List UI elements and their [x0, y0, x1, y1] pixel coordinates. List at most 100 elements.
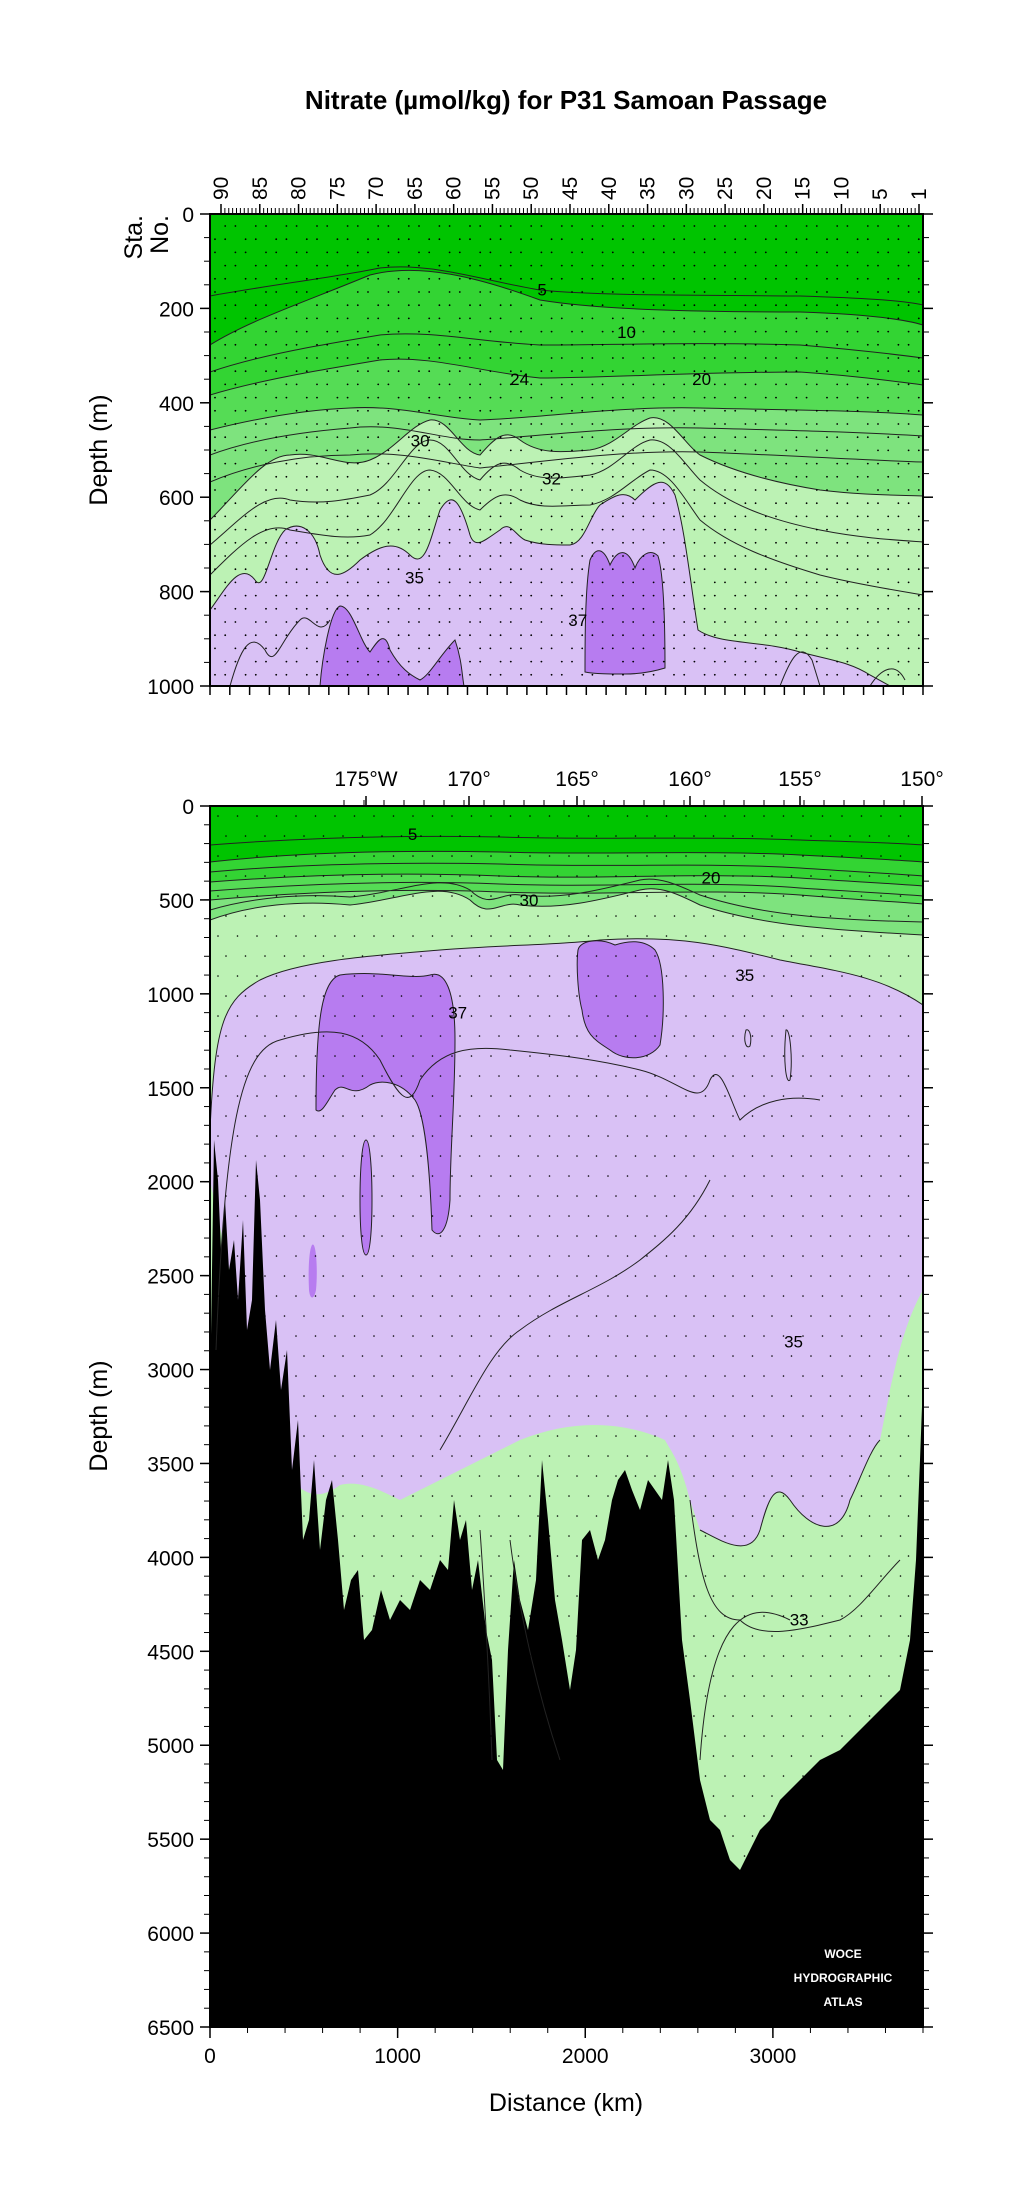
sample-point — [431, 1135, 434, 1137]
sample-point — [654, 1555, 656, 1557]
sample-point — [836, 462, 839, 465]
sample-point — [568, 1095, 570, 1097]
sample-point — [744, 594, 747, 597]
sample-point — [877, 581, 879, 584]
sample-point — [829, 915, 832, 917]
sample-point — [509, 409, 512, 412]
sample-point — [342, 1395, 344, 1397]
sample-point — [334, 815, 336, 817]
sample-point — [703, 291, 706, 293]
sample-point — [367, 370, 369, 373]
upper-band-37-plus-right — [585, 550, 665, 674]
sample-point — [685, 1775, 687, 1777]
sample-point — [431, 1855, 434, 1857]
sample-point — [665, 1815, 668, 1817]
sample-point — [665, 1455, 668, 1457]
sample-point — [673, 1275, 676, 1277]
sample-point — [611, 317, 614, 320]
sample-point — [571, 647, 573, 650]
sample-point — [841, 1935, 843, 1937]
sample-point — [899, 1375, 902, 1377]
sample-point — [665, 1975, 668, 1977]
sample-point — [361, 835, 364, 837]
sample-point — [846, 528, 849, 531]
sample-point — [856, 449, 859, 452]
sample-point — [751, 1595, 754, 1597]
sample-point — [802, 1975, 804, 1977]
sample-point — [214, 647, 216, 650]
sample-point — [743, 1655, 746, 1657]
sample-point — [732, 1035, 734, 1037]
sample-point — [560, 581, 563, 584]
sample-point — [275, 855, 278, 857]
sample-point — [431, 1055, 434, 1057]
sample-point — [632, 502, 635, 505]
sample-point — [626, 1495, 629, 1497]
sample-point — [295, 251, 298, 254]
sample-point — [693, 1715, 695, 1717]
sample-point — [704, 1055, 707, 1057]
sample-point — [581, 238, 584, 241]
sample-point — [587, 1215, 590, 1217]
sample-point — [642, 449, 645, 452]
sample-point — [856, 291, 859, 293]
sample-point — [829, 1355, 832, 1357]
sample-point — [810, 995, 812, 997]
sample-point — [899, 855, 902, 857]
sample-point — [841, 1335, 843, 1337]
sample-point — [458, 330, 461, 333]
sample-point — [336, 291, 339, 293]
sample-point — [581, 647, 584, 650]
sample-point — [763, 1415, 765, 1417]
sample-point — [732, 1555, 734, 1557]
sample-point — [868, 1995, 871, 1997]
sample-point — [275, 1815, 278, 1817]
sample-point — [815, 383, 818, 386]
sample-point — [499, 660, 502, 663]
sample-point — [607, 1055, 609, 1057]
sample-point — [400, 835, 403, 837]
sample-point — [469, 277, 471, 280]
sample-point — [499, 541, 502, 544]
sample-point — [693, 1515, 695, 1517]
sample-point — [397, 251, 400, 254]
sample-point — [517, 1875, 520, 1877]
sample-point — [810, 1195, 812, 1197]
sample-point — [556, 995, 559, 997]
sample-point — [392, 1815, 395, 1817]
sample-point — [805, 225, 808, 227]
sample-point — [244, 1715, 247, 1717]
sample-point — [568, 1255, 570, 1257]
sample-point — [537, 1235, 539, 1237]
sample-point — [841, 1135, 843, 1137]
sample-point — [704, 1815, 707, 1817]
sample-point — [860, 1455, 863, 1457]
sample-point — [478, 1075, 481, 1077]
sample-point — [712, 1235, 715, 1237]
sample-point — [860, 935, 863, 937]
sample-point — [899, 1055, 902, 1057]
sample-point — [275, 1935, 278, 1937]
sample-point — [550, 317, 553, 320]
sample-point — [244, 436, 247, 439]
sample-point — [400, 1355, 403, 1357]
sample-point — [225, 1595, 227, 1597]
sample-point — [342, 1475, 344, 1477]
sample-point — [556, 1075, 559, 1077]
sample-point — [795, 409, 798, 412]
sample-point — [763, 855, 765, 857]
contour-label: 20 — [692, 370, 711, 389]
sample-point — [654, 1115, 656, 1117]
sample-point — [469, 304, 471, 307]
sample-point — [683, 555, 686, 557]
sample-point — [866, 594, 869, 597]
sample-point — [448, 225, 451, 227]
sample-point — [841, 1695, 843, 1697]
sample-point — [734, 607, 737, 610]
sample-point — [498, 1995, 500, 1997]
sample-point — [581, 528, 584, 531]
sample-point — [568, 1935, 570, 1937]
sample-point — [264, 1075, 266, 1077]
sample-point — [387, 528, 390, 531]
sample-point — [225, 1155, 227, 1157]
